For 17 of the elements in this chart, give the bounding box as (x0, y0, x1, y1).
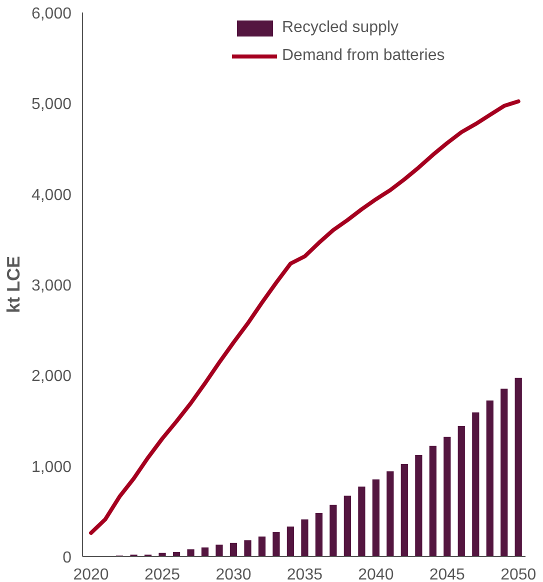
x-tick-label: 2025 (144, 566, 180, 582)
y-tick-label: 3,000 (31, 278, 72, 294)
legend-label: Recycled supply (282, 19, 398, 37)
y-tick-label: 1,000 (31, 458, 72, 476)
x-tick-label: 2020 (73, 566, 109, 582)
y-axis-title: kt LCE (3, 256, 24, 314)
legend-label: Demand from batteries (282, 47, 445, 65)
y-tick-label: 5,000 (31, 96, 72, 114)
y-tick-label: 0 (62, 550, 72, 566)
y-tick-label: 2,000 (31, 368, 72, 386)
x-tick-label: 2030 (216, 566, 252, 582)
x-tick-label: 2035 (286, 566, 323, 582)
y-tick-label: 6,000 (31, 6, 72, 22)
x-tick-label: 2040 (358, 566, 394, 582)
x-tick-label: 2045 (429, 566, 466, 582)
x-tick-label: 2050 (500, 566, 536, 582)
y-tick-label: 4,000 (31, 186, 72, 204)
